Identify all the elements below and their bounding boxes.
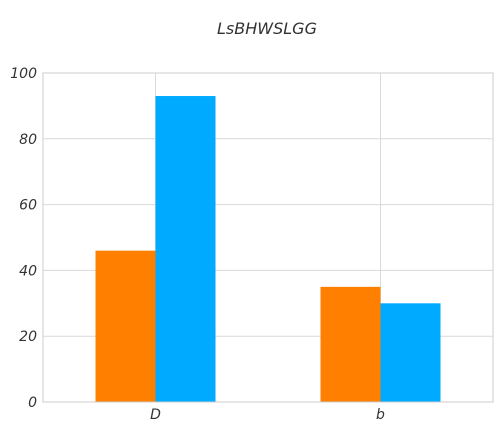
bar-layer (95, 96, 441, 402)
bar (155, 96, 216, 402)
y-tick-label: 100 (10, 66, 37, 82)
y-tick-label: 40 (19, 263, 37, 279)
x-tick-label: D (150, 407, 161, 423)
y-tick-label: 20 (19, 329, 37, 345)
bar (320, 286, 381, 402)
y-tick-label: 0 (28, 395, 37, 411)
y-tick-label: 60 (19, 198, 37, 214)
chart-title: LsBHWSLGG (217, 19, 317, 38)
bar (380, 303, 441, 402)
plot-frame (42, 72, 494, 403)
x-tick-label: b (376, 407, 385, 423)
bar (95, 250, 156, 402)
y-tick-label: 80 (19, 132, 37, 148)
y-axis: 0 20 40 60 80 100 (10, 66, 37, 411)
